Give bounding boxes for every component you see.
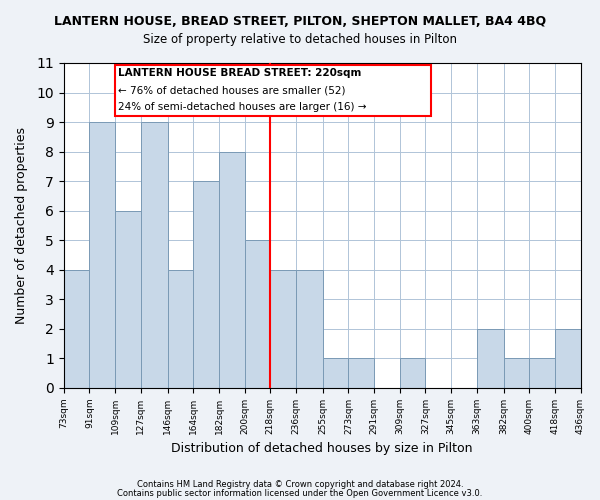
Text: LANTERN HOUSE, BREAD STREET, PILTON, SHEPTON MALLET, BA4 4BQ: LANTERN HOUSE, BREAD STREET, PILTON, SHE…: [54, 15, 546, 28]
Bar: [296, 270, 323, 388]
Bar: [529, 358, 555, 388]
Text: LANTERN HOUSE BREAD STREET: 220sqm: LANTERN HOUSE BREAD STREET: 220sqm: [118, 68, 361, 78]
Bar: [323, 358, 349, 388]
Bar: [219, 152, 245, 388]
Text: 24% of semi-detached houses are larger (16) →: 24% of semi-detached houses are larger (…: [118, 102, 367, 112]
Bar: [555, 328, 581, 388]
Text: Size of property relative to detached houses in Pilton: Size of property relative to detached ho…: [143, 32, 457, 46]
Bar: [193, 181, 219, 388]
Bar: [115, 210, 140, 388]
X-axis label: Distribution of detached houses by size in Pilton: Distribution of detached houses by size …: [172, 442, 473, 455]
Bar: [140, 122, 168, 388]
Bar: [349, 358, 374, 388]
Text: ← 76% of detached houses are smaller (52): ← 76% of detached houses are smaller (52…: [118, 85, 346, 95]
Bar: [89, 122, 115, 388]
Bar: [400, 358, 425, 388]
Text: Contains HM Land Registry data © Crown copyright and database right 2024.: Contains HM Land Registry data © Crown c…: [137, 480, 463, 489]
Bar: [270, 270, 296, 388]
FancyBboxPatch shape: [115, 66, 431, 116]
Bar: [64, 270, 89, 388]
Bar: [245, 240, 270, 388]
Text: Contains public sector information licensed under the Open Government Licence v3: Contains public sector information licen…: [118, 488, 482, 498]
Y-axis label: Number of detached properties: Number of detached properties: [15, 127, 28, 324]
Bar: [168, 270, 193, 388]
Bar: [503, 358, 529, 388]
Bar: [476, 328, 503, 388]
